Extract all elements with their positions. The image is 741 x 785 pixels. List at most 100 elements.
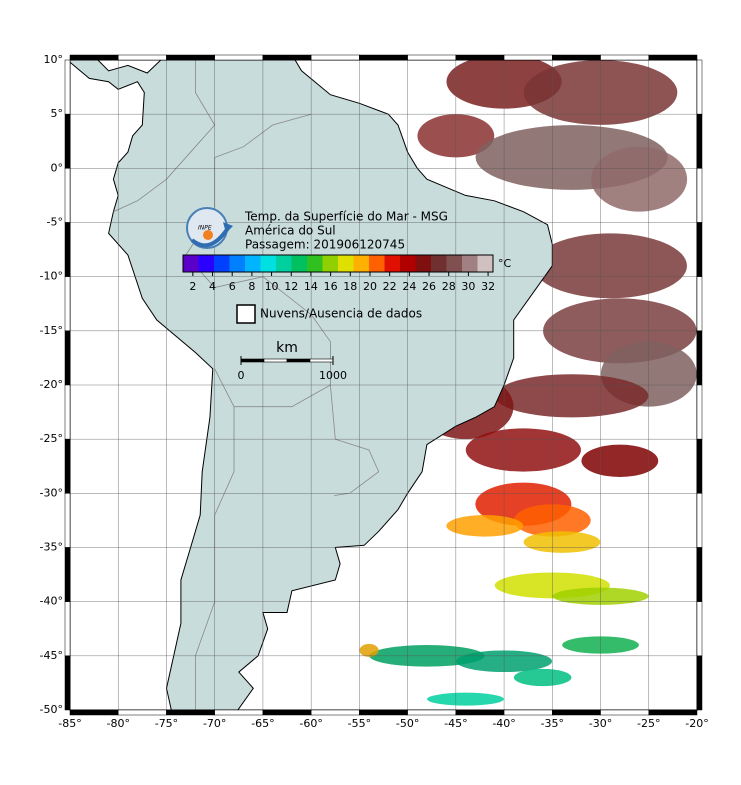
border: [330, 384, 380, 496]
border: [113, 60, 216, 213]
frame-band: [69, 54, 119, 61]
frame-ticks: [64, 54, 703, 716]
frame-band: [69, 709, 119, 716]
y-tick-label: 0°: [51, 161, 64, 174]
scale-segment: [309, 358, 334, 363]
frame-band: [696, 384, 703, 440]
frame-band: [262, 54, 312, 61]
colorbar-tick-label: 22: [383, 280, 397, 293]
frame-band: [166, 54, 215, 61]
scale-segment: [263, 358, 288, 363]
y-tick-label: -45°: [40, 649, 63, 662]
region: América do Sul: [245, 224, 336, 238]
colorbar-tick-label: 4: [209, 280, 216, 293]
sst-patch: [581, 444, 659, 478]
frame-band: [696, 168, 703, 223]
y-tick-label: -10°: [40, 270, 63, 283]
frame-band: [310, 709, 360, 716]
colorbar-segment: [322, 255, 339, 272]
colorbar-tick-label: 2: [189, 280, 196, 293]
frame-band: [214, 54, 264, 61]
frame-band: [64, 330, 71, 386]
colorbar: 2 4 6 8 10 12 14 16 18 20 22 24 26 28 30 32: [182, 254, 495, 293]
y-tick-label: -30°: [40, 486, 63, 499]
frame-band: [552, 709, 601, 716]
x-tick-label: -60°: [299, 717, 322, 730]
frame-band: [262, 709, 312, 716]
y-tick-label: -50°: [40, 703, 63, 716]
sst-patch: [427, 692, 504, 706]
colorbar-tick-label: 8: [248, 280, 255, 293]
frame-band: [64, 59, 71, 115]
frame-band: [117, 54, 167, 61]
frame-band: [503, 709, 553, 716]
frame-band: [64, 168, 71, 223]
frame-band: [407, 54, 457, 61]
logo-arrowhead: [223, 222, 233, 233]
x-tick-label: -50°: [396, 717, 419, 730]
sst-patch: [513, 668, 572, 687]
sst-patch: [523, 531, 601, 553]
x-tick-label: -25°: [637, 717, 660, 730]
border: [185, 113, 331, 408]
colorbar-segment: [214, 255, 230, 272]
colorbar-tick-label: 26: [422, 280, 436, 293]
x-tick-label: -65°: [251, 717, 274, 730]
x-tick-label: -70°: [203, 717, 226, 730]
y-tick-label: -5°: [47, 216, 63, 229]
frame-band: [552, 54, 601, 61]
colorbar-segment: [353, 255, 370, 272]
colorbar-segment: [431, 255, 447, 272]
colorbar-segment: [260, 255, 277, 272]
x-tick-label: -75°: [155, 717, 178, 730]
x-tick-label: -85°: [58, 717, 81, 730]
frame-band: [696, 222, 703, 277]
colorbar-segment: [400, 255, 416, 272]
colorbar-segment: [462, 255, 478, 272]
scale-label: 0: [238, 369, 245, 382]
sst-patch: [446, 515, 524, 537]
colorbar-tick-label: 10: [265, 280, 279, 293]
frame-band: [455, 709, 505, 716]
colorbar-frame: [182, 254, 494, 273]
sst-patch: [359, 643, 379, 657]
frame-band: [648, 54, 698, 61]
logo-arrow: [190, 226, 230, 248]
legend-swatch: [236, 304, 256, 324]
x-tick-label: -35°: [541, 717, 564, 730]
frame-band: [64, 655, 71, 711]
colorbar-segment: [338, 255, 354, 272]
colorbar-segment: [415, 255, 432, 272]
frame-band: [117, 709, 167, 716]
frame-band: [64, 547, 71, 602]
frame-band: [600, 54, 650, 61]
frame-band: [455, 54, 505, 61]
colorbar-segment: [291, 255, 308, 272]
colorbar-tick-label: 30: [461, 280, 475, 293]
colorbar-tick-label: 14: [304, 280, 318, 293]
frame-band: [64, 276, 71, 332]
sst-patch: [533, 233, 687, 299]
frame-band: [696, 113, 703, 169]
logo-text: INPE: [198, 225, 212, 232]
colorbar-segment: [183, 255, 199, 272]
sst-patch: [494, 374, 649, 418]
y-tick-label: 10°: [44, 53, 64, 66]
frame-band: [648, 709, 698, 716]
colorbar-tick-label: 16: [324, 280, 338, 293]
colorbar-segment: [307, 255, 323, 272]
frame-band: [696, 493, 703, 548]
pass: Passagem: 201906120745: [245, 238, 405, 252]
y-tick-label: 5°: [51, 107, 64, 120]
frame-band: [64, 222, 71, 277]
colorbar-tick-label: 6: [229, 280, 236, 293]
colorbar-tick-label: 18: [343, 280, 357, 293]
scale-bar: 0 1000: [238, 356, 347, 382]
colorbar-segment: [245, 255, 261, 272]
y-tick-label: -35°: [40, 541, 63, 554]
title-block: INPE Temp. da Superfície do Mar - MSG Am…: [186, 207, 448, 252]
colorbar-tick-label: 12: [284, 280, 298, 293]
scale-label: 1000: [319, 369, 347, 382]
frame-band: [696, 330, 703, 386]
frame-band: [214, 709, 264, 716]
